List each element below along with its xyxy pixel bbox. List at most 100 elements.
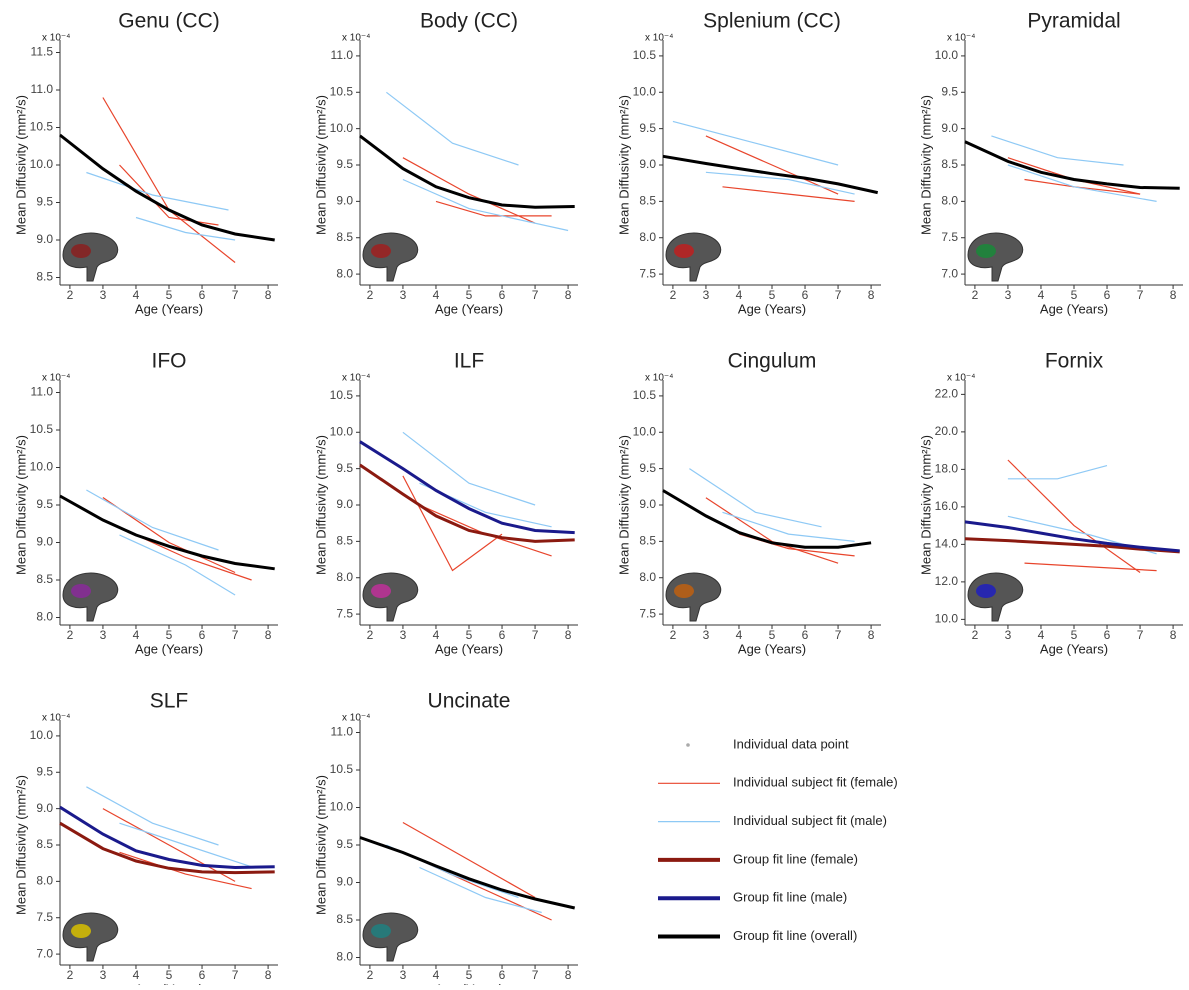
y-axis-label: Mean Diffusivity (mm²/s) [13,95,28,235]
x-tick-label: 6 [499,288,506,302]
x-tick-label: 7 [532,288,539,302]
subject-fit-line [402,157,536,224]
x-tick-label: 7 [1137,288,1144,302]
x-tick-label: 2 [367,628,374,642]
x-axis-label: Age (Years) [435,641,503,656]
y-tick-label: 9.0 [36,801,53,815]
group-fit-line [359,836,576,910]
y-tick-label: 8.5 [639,194,656,208]
subject-fit-line [402,475,503,572]
x-tick-label: 2 [367,968,374,982]
y-tick-label: 11.0 [31,82,54,96]
y-tick-label: 9.5 [336,837,353,851]
brain-region [371,244,391,258]
y-tick-label: 10.0 [330,800,354,814]
panel-title: Fornix [1045,350,1104,373]
y-tick-label: 10.5 [30,120,54,134]
panel-title: SLF [150,690,189,713]
x-axis-label: Age (Years) [435,301,503,316]
subject-fit-line [1007,164,1157,202]
group-fit-line [59,805,275,870]
subject-fit-line [119,822,252,868]
y-tick-label: 9.5 [639,121,656,135]
x-tick-label: 5 [769,628,776,642]
panel-title: Cingulum [728,350,817,373]
x-tick-label: 7 [532,968,539,982]
subject-fit-line [86,489,219,551]
y-tick-label: 7.5 [336,606,353,620]
brain-region [371,924,391,938]
subject-fit-line [722,186,855,202]
x-axis-label: Age (Years) [738,641,806,656]
x-tick-label: 3 [400,628,407,642]
legend-marker [686,743,690,747]
group-fit-line [662,489,872,549]
subject-fit-line [705,135,839,195]
y-axis-label: Mean Diffusivity (mm²/s) [616,435,631,575]
x-tick-label: 6 [1104,628,1111,642]
legend-label: Individual subject fit (male) [733,813,887,828]
brain-icon [62,232,119,282]
x-tick-label: 8 [265,288,272,302]
y-tick-label: 10.5 [633,48,657,62]
x-tick-label: 2 [972,628,979,642]
x-tick-label: 7 [232,628,239,642]
group-fit-line [964,537,1180,554]
subject-fit-line [119,534,236,596]
x-tick-label: 5 [466,628,473,642]
brain-icon [665,232,722,282]
brain-icon [967,232,1024,282]
group-fit-line [359,440,575,535]
scale-label: x 10⁻⁴ [42,373,70,384]
y-tick-label: 10.5 [633,388,657,402]
y-tick-label: 8.0 [639,230,656,244]
y-tick-label: 20.0 [935,424,959,438]
y-tick-label: 9.0 [639,497,656,511]
x-tick-label: 6 [199,968,206,982]
x-axis-label: Age (Years) [135,641,203,656]
subject-fit-line [1024,562,1157,572]
x-tick-label: 3 [100,288,107,302]
brain-region [71,584,91,598]
subject-fit-line [402,178,569,232]
y-tick-label: 10.0 [30,460,54,474]
x-tick-label: 2 [670,628,677,642]
scale-label: x 10⁻⁴ [947,373,975,384]
y-tick-label: 8.0 [941,194,958,208]
y-tick-label: 9.0 [639,157,656,171]
panel-title: Body (CC) [420,10,518,33]
y-axis-label: Mean Diffusivity (mm²/s) [13,775,28,915]
x-tick-label: 4 [133,288,140,302]
panel-title: Splenium (CC) [703,10,841,33]
subject-fit-line [1007,459,1141,573]
x-axis-label: Age (Years) [135,301,203,316]
scale-label: x 10⁻⁴ [342,713,370,724]
group-fit-line [59,133,275,242]
y-tick-label: 9.0 [941,121,958,135]
scale-label: x 10⁻⁴ [42,33,70,44]
group-fit-line [359,463,575,543]
y-tick-label: 8.0 [36,610,53,624]
x-tick-label: 3 [1005,628,1012,642]
brain-icon [967,572,1024,622]
y-tick-label: 9.5 [639,461,656,475]
y-tick-label: 8.0 [36,874,53,888]
y-tick-label: 9.0 [336,497,353,511]
x-tick-label: 8 [265,628,272,642]
subject-fit-line [1007,157,1141,195]
x-tick-label: 7 [232,968,239,982]
subject-fit-line [1007,465,1108,480]
scale-label: x 10⁻⁴ [342,33,370,44]
subject-fit-line [419,866,542,914]
x-tick-label: 5 [466,288,473,302]
x-tick-label: 2 [67,968,74,982]
y-tick-label: 11.5 [31,45,54,59]
y-tick-label: 18.0 [935,462,959,476]
y-tick-label: 7.5 [639,606,656,620]
x-tick-label: 4 [433,968,440,982]
x-tick-label: 4 [1038,288,1045,302]
panel-title: ILF [454,350,484,373]
y-tick-label: 8.5 [336,912,353,926]
y-tick-label: 9.0 [36,535,53,549]
